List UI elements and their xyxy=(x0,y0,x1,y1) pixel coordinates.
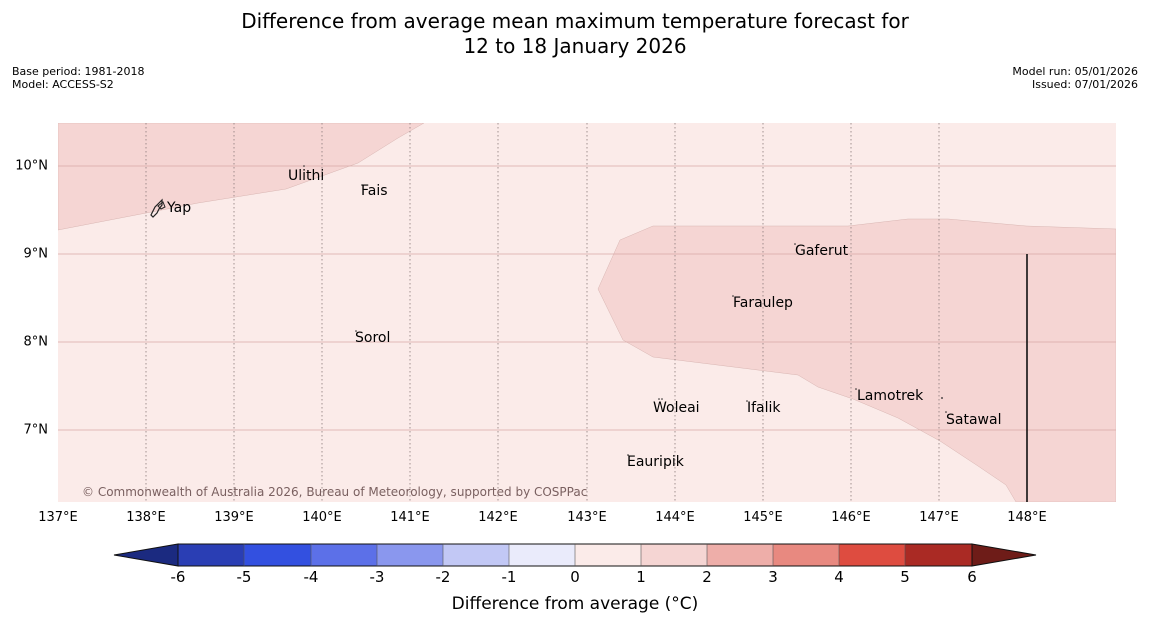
colorbar-label: Difference from average (°C) xyxy=(451,594,699,614)
lat-label-8n: 8°N xyxy=(23,334,49,350)
colorbar-tick-1: 1 xyxy=(636,568,646,586)
lon-label-148e: 148°E xyxy=(1007,510,1047,525)
lat-label-7n: 7°N xyxy=(23,422,49,438)
woleai-marker-1 xyxy=(658,398,660,400)
ulithi-marker xyxy=(303,165,305,167)
place-label-gaferut: Gaferut xyxy=(795,243,849,259)
lon-label-146e: 146°E xyxy=(831,510,871,525)
colorbar-bin-0-1 xyxy=(575,544,641,566)
sorol-marker xyxy=(355,330,357,332)
colorbar-tick-0: 0 xyxy=(570,568,580,586)
model-name: Model: ACCESS-S2 xyxy=(12,78,114,91)
lat-gridlines xyxy=(58,165,1116,431)
fais-marker xyxy=(361,184,363,186)
colorbar-extend-high xyxy=(971,543,1037,567)
ifalik-marker xyxy=(746,400,748,402)
colorbar-bin-m2-m1 xyxy=(443,544,509,566)
lon-gridlines xyxy=(145,123,940,502)
gaferut-marker xyxy=(794,243,796,245)
colorbar-dividers xyxy=(243,544,906,566)
woleai-marker-2 xyxy=(661,398,663,400)
lamotrek-marker xyxy=(855,388,857,390)
colorbar-tick-m3: -3 xyxy=(369,568,385,586)
lon-label-138e: 138°E xyxy=(126,510,166,525)
yap-island-shape xyxy=(150,198,163,218)
place-label-sorol: Sorol xyxy=(355,330,390,346)
place-label-ulithi: Ulithi xyxy=(288,168,324,184)
lon-label-137e: 137°E xyxy=(38,510,78,525)
colorbar-bin-3-4 xyxy=(773,544,839,566)
copyright-notice: © Commonwealth of Australia 2026, Bureau… xyxy=(82,485,587,499)
colorbar-bin-4-5 xyxy=(839,544,905,566)
colorbar-extend-low xyxy=(113,543,179,567)
colorbar-tick-4: 4 xyxy=(834,568,844,586)
title-line-1: Difference from average mean maximum tem… xyxy=(241,9,909,33)
place-label-satawal: Satawal xyxy=(946,412,1001,428)
satawal-marker xyxy=(945,411,947,413)
place-label-fais: Fais xyxy=(361,183,388,199)
island-markers xyxy=(303,165,947,456)
place-label-ifalik: Ifalik xyxy=(747,400,781,416)
colorbar-tick-m6: -6 xyxy=(170,568,186,586)
lamotrek-east-islet-marker xyxy=(941,397,943,399)
colorbar-tick-2: 2 xyxy=(702,568,712,586)
colorbar-tick-m2: -2 xyxy=(435,568,451,586)
lon-label-142e: 142°E xyxy=(478,510,518,525)
eauripik-marker xyxy=(627,454,629,456)
faraulep-marker xyxy=(732,295,734,297)
colorbar-tick-m1: -1 xyxy=(501,568,517,586)
lon-label-143e: 143°E xyxy=(567,510,607,525)
colorbar-bin-2-3 xyxy=(707,544,773,566)
colorbar-bin-1-2 xyxy=(641,544,707,566)
lon-label-145e: 145°E xyxy=(743,510,783,525)
lon-label-147e: 147°E xyxy=(919,510,959,525)
colorbar-bin-m3-m2 xyxy=(377,544,443,566)
colorbar-tick-5: 5 xyxy=(900,568,910,586)
lon-label-139e: 139°E xyxy=(214,510,254,525)
meta-right: Model run: 05/01/2026 Issued: 07/01/2026 xyxy=(1012,65,1138,91)
meta-left: Base period: 1981-2018 Model: ACCESS-S2 xyxy=(12,65,144,91)
place-label-eauripik: Eauripik xyxy=(627,454,685,470)
place-label-faraulep: Faraulep xyxy=(733,295,793,311)
colorbar-bin-m1-0 xyxy=(509,544,575,566)
lat-label-10n: 10°N xyxy=(15,158,48,174)
lon-label-141e: 141°E xyxy=(390,510,430,525)
chart-title: Difference from average mean maximum tem… xyxy=(0,9,1150,59)
place-label-lamotrek: Lamotrek xyxy=(857,388,924,404)
place-label-woleai: Woleai xyxy=(653,400,700,416)
colorbar-bin-m5-m4 xyxy=(244,544,311,566)
colorbar-bin-5-6 xyxy=(905,544,972,566)
lat-label-9n: 9°N xyxy=(23,246,49,262)
issued-date: Issued: 07/01/2026 xyxy=(1031,78,1138,91)
colorbar-tick-m4: -4 xyxy=(303,568,319,586)
colorbar-tick-6: 6 xyxy=(967,568,977,586)
forecast-map: Ulithi Fais Yap Gaferut Faraulep Sorol L… xyxy=(58,123,1116,502)
colorbar-bin-m6-m5 xyxy=(178,544,244,566)
lon-label-140e: 140°E xyxy=(302,510,342,525)
place-label-yap: Yap xyxy=(166,200,191,216)
colorbar-bin-m4-m3 xyxy=(311,544,377,566)
colorbar-tick-3: 3 xyxy=(768,568,778,586)
colorbar-tick-m5: -5 xyxy=(236,568,252,586)
lon-label-144e: 144°E xyxy=(655,510,695,525)
title-line-2: 12 to 18 January 2026 xyxy=(463,34,687,58)
base-period: Base period: 1981-2018 xyxy=(12,65,145,78)
anomaly-region-1-2c-east xyxy=(597,218,1116,502)
yap-island-shape-2 xyxy=(157,201,166,210)
model-run: Model run: 05/01/2026 xyxy=(1012,65,1138,78)
colorbar xyxy=(113,543,1037,567)
